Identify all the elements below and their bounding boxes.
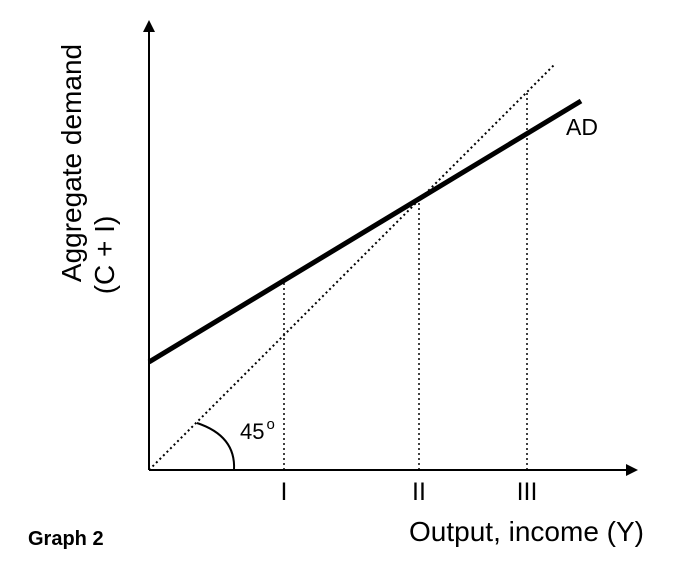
x-tick-label-3: III — [517, 478, 538, 506]
series-line-45-degree — [148, 64, 555, 471]
graph-caption: Graph 2 — [28, 528, 104, 550]
degree-superscript: o — [266, 416, 274, 433]
x-tick-label-1: I — [281, 478, 288, 506]
x-axis-title: Output, income (Y) — [409, 516, 644, 547]
y-axis-title-line2: (C + I) — [89, 216, 120, 295]
y-axis-title-line1: Aggregate demand — [56, 44, 87, 282]
series-line-ad — [147, 98, 583, 365]
angle-arc — [196, 422, 236, 471]
x-tick-label-2: II — [412, 478, 426, 506]
angle-label: 45 o — [240, 416, 275, 444]
series-label-ad: AD — [566, 114, 598, 140]
